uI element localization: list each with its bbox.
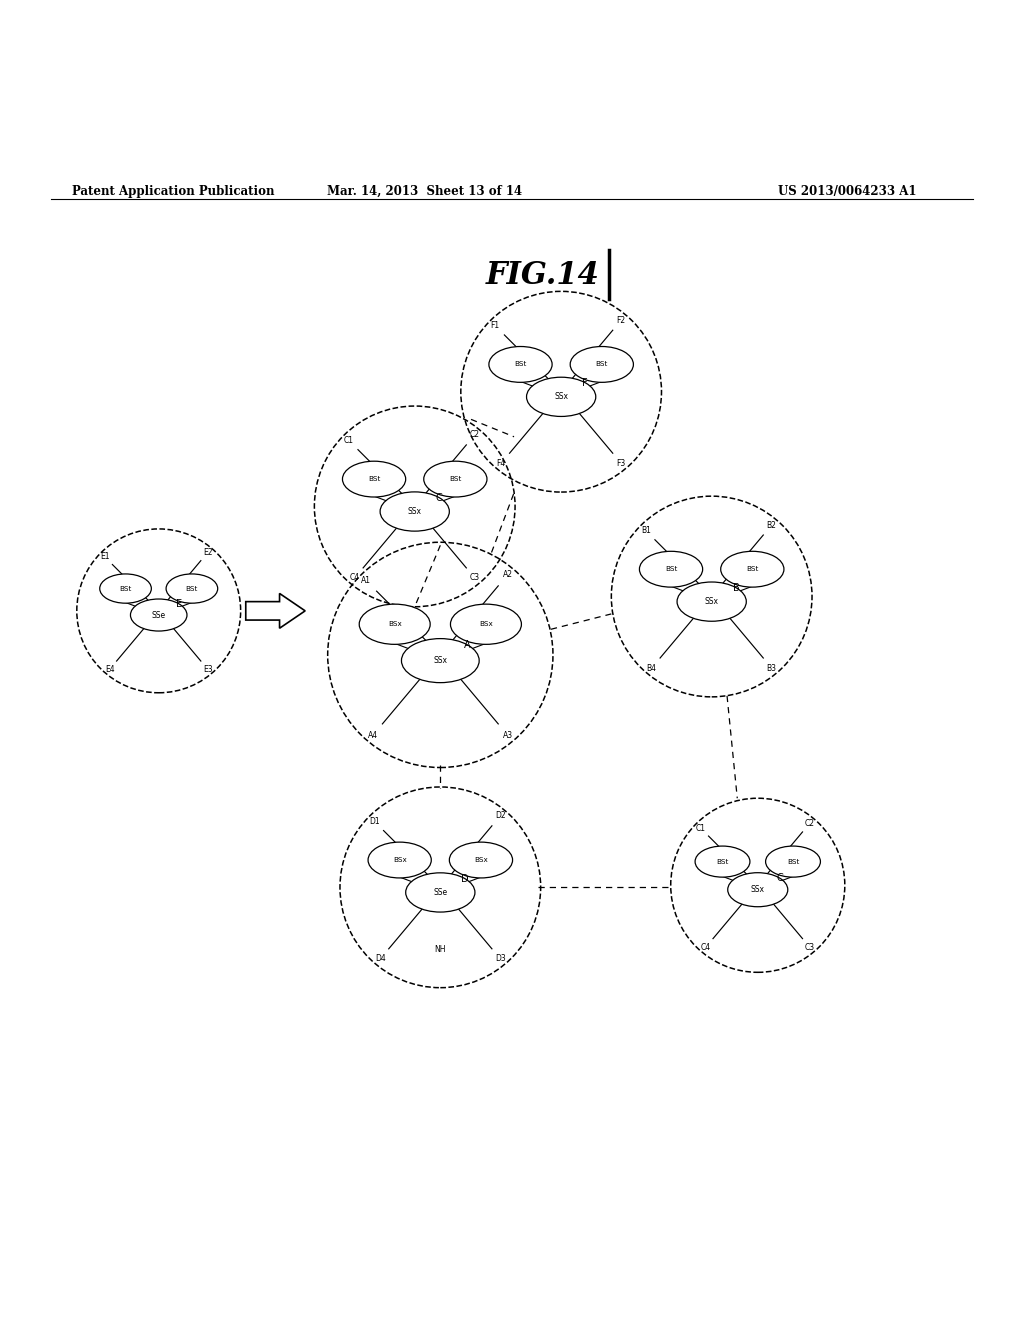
Ellipse shape — [359, 605, 430, 644]
Ellipse shape — [450, 842, 513, 878]
Text: B3: B3 — [767, 664, 776, 672]
Text: C1: C1 — [695, 824, 706, 833]
Text: E1: E1 — [100, 553, 110, 561]
Text: BSt: BSt — [717, 858, 729, 865]
Text: US 2013/0064233 A1: US 2013/0064233 A1 — [778, 185, 916, 198]
Ellipse shape — [166, 574, 218, 603]
Text: D4: D4 — [375, 954, 386, 964]
Text: C: C — [776, 873, 782, 883]
Text: F3: F3 — [616, 459, 626, 467]
Text: D2: D2 — [495, 812, 506, 820]
Ellipse shape — [488, 347, 552, 383]
Text: E2: E2 — [203, 548, 212, 557]
Ellipse shape — [451, 605, 521, 644]
Ellipse shape — [766, 846, 820, 878]
Text: F2: F2 — [616, 315, 626, 325]
Text: Patent Application Publication: Patent Application Publication — [72, 185, 274, 198]
Text: A2: A2 — [503, 570, 513, 579]
Text: BSx: BSx — [388, 622, 401, 627]
Ellipse shape — [695, 846, 750, 878]
Text: C2: C2 — [805, 818, 815, 828]
Text: SSx: SSx — [705, 597, 719, 606]
Text: SSx: SSx — [554, 392, 568, 401]
Ellipse shape — [401, 639, 479, 682]
Ellipse shape — [130, 599, 187, 631]
Text: C3: C3 — [470, 573, 480, 582]
Text: SSe: SSe — [433, 888, 447, 898]
Text: BSx: BSx — [474, 857, 487, 863]
Text: C: C — [436, 492, 442, 503]
Ellipse shape — [368, 842, 431, 878]
Text: BSt: BSt — [746, 566, 759, 572]
Text: B1: B1 — [641, 525, 650, 535]
Text: E3: E3 — [203, 665, 213, 673]
Ellipse shape — [342, 461, 406, 498]
Text: A1: A1 — [361, 577, 372, 585]
Text: A: A — [464, 640, 471, 651]
Text: BSt: BSt — [185, 586, 198, 591]
Ellipse shape — [677, 582, 746, 622]
Text: B4: B4 — [647, 664, 656, 672]
Ellipse shape — [380, 492, 450, 531]
Ellipse shape — [99, 574, 152, 603]
Text: D1: D1 — [369, 817, 380, 826]
Text: SSx: SSx — [751, 886, 765, 894]
Text: BSt: BSt — [596, 362, 608, 367]
Text: F1: F1 — [490, 321, 500, 330]
Text: C4: C4 — [349, 573, 359, 582]
Text: BSt: BSt — [786, 858, 799, 865]
Ellipse shape — [526, 378, 596, 416]
Text: BSt: BSt — [368, 477, 380, 482]
Text: D: D — [462, 874, 469, 884]
Ellipse shape — [424, 461, 487, 498]
Text: C4: C4 — [700, 942, 711, 952]
Text: BSt: BSt — [450, 477, 462, 482]
Text: C3: C3 — [805, 942, 815, 952]
Text: NH: NH — [434, 945, 446, 954]
Text: A4: A4 — [368, 731, 378, 739]
Ellipse shape — [721, 552, 784, 587]
Text: BSx: BSx — [479, 622, 493, 627]
Text: A3: A3 — [503, 731, 513, 739]
Text: BSx: BSx — [393, 857, 407, 863]
Text: BSt: BSt — [120, 586, 132, 591]
Text: SSx: SSx — [408, 507, 422, 516]
FancyArrow shape — [246, 594, 305, 628]
Text: D3: D3 — [495, 954, 506, 964]
Text: B: B — [733, 583, 739, 593]
Ellipse shape — [728, 873, 787, 907]
Ellipse shape — [406, 873, 475, 912]
Ellipse shape — [639, 552, 702, 587]
Text: C2: C2 — [470, 430, 479, 440]
Text: BSt: BSt — [665, 566, 677, 572]
Text: E4: E4 — [104, 665, 115, 673]
Ellipse shape — [570, 347, 634, 383]
Text: B2: B2 — [767, 520, 776, 529]
Text: F: F — [583, 379, 588, 388]
Text: FIG.14: FIG.14 — [485, 260, 600, 292]
Text: F4: F4 — [497, 459, 506, 467]
Text: BSt: BSt — [514, 362, 526, 367]
Text: Mar. 14, 2013  Sheet 13 of 14: Mar. 14, 2013 Sheet 13 of 14 — [328, 185, 522, 198]
Text: SSx: SSx — [433, 656, 447, 665]
Text: SSe: SSe — [152, 611, 166, 619]
Text: C1: C1 — [344, 436, 353, 445]
Text: E: E — [176, 599, 182, 609]
